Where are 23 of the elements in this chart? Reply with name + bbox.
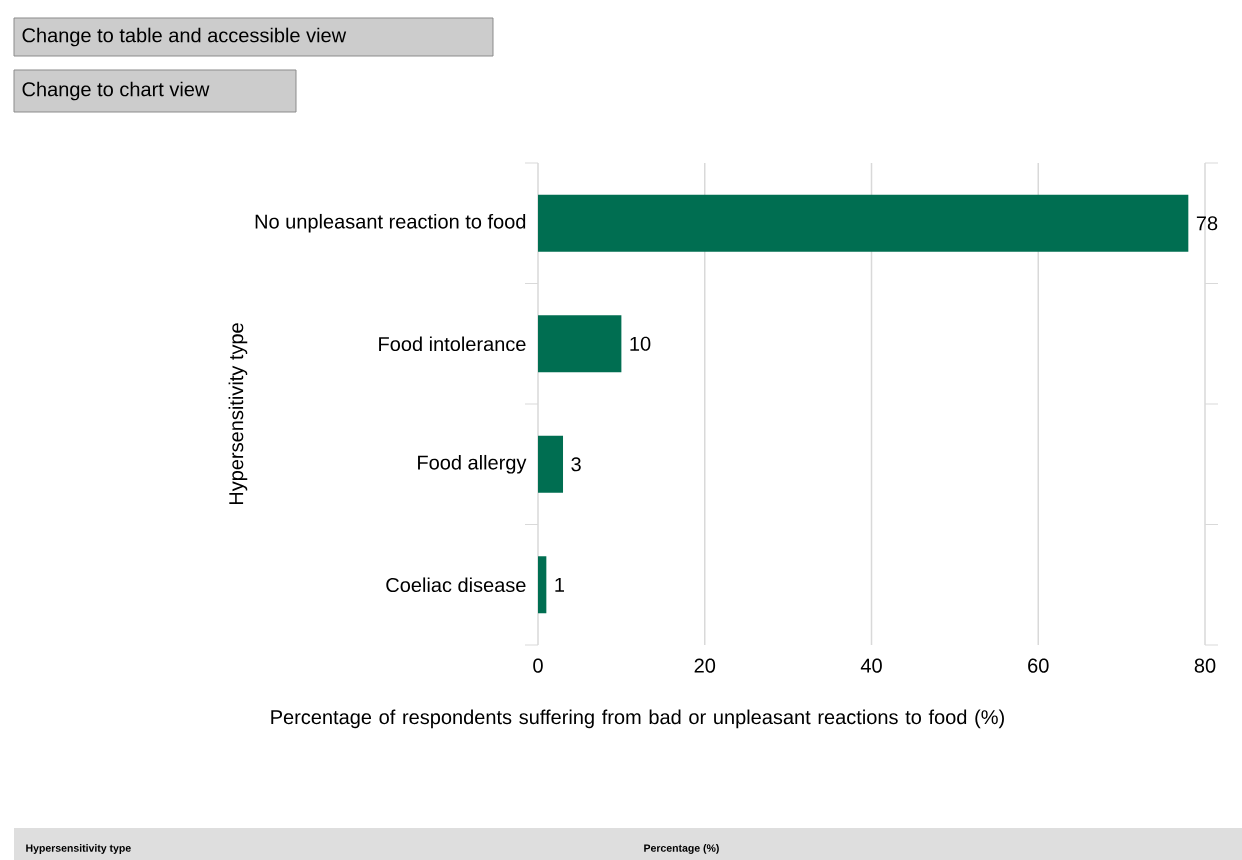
bar [538, 556, 547, 614]
x-tick-label: 40 [860, 658, 882, 673]
data-label: 10 [630, 336, 651, 351]
x-tick-label: 20 [694, 658, 716, 673]
x-tick-label: 80 [1194, 658, 1216, 673]
x-tick-label: 60 [1028, 658, 1049, 673]
y-tick-label: Food intolerance [379, 336, 526, 352]
x-tick-label: 0 [533, 658, 543, 673]
x-axis-title: Percentage of respondents suffering from bad or unpleasant reactions to food (%) [271, 709, 1004, 729]
y-tick-label: Food allergy [418, 454, 527, 474]
data-label: 1 [555, 577, 565, 592]
y-axis-title: Hypersensitivity type [228, 323, 248, 505]
bar [538, 194, 1189, 252]
bar [538, 315, 622, 373]
bar [538, 435, 564, 493]
text: Hypersensitivity type [26, 844, 131, 854]
text: Change to table and accessible view [22, 27, 347, 47]
data-label: 3 [571, 457, 581, 472]
y-tick-label: Coeliac disease [386, 577, 526, 593]
text: Change to chart view [22, 81, 210, 101]
y-tick-label: No unpleasant reaction to food [255, 213, 526, 233]
data-label: 78 [1196, 216, 1218, 231]
text: Percentage (%) [644, 844, 719, 854]
